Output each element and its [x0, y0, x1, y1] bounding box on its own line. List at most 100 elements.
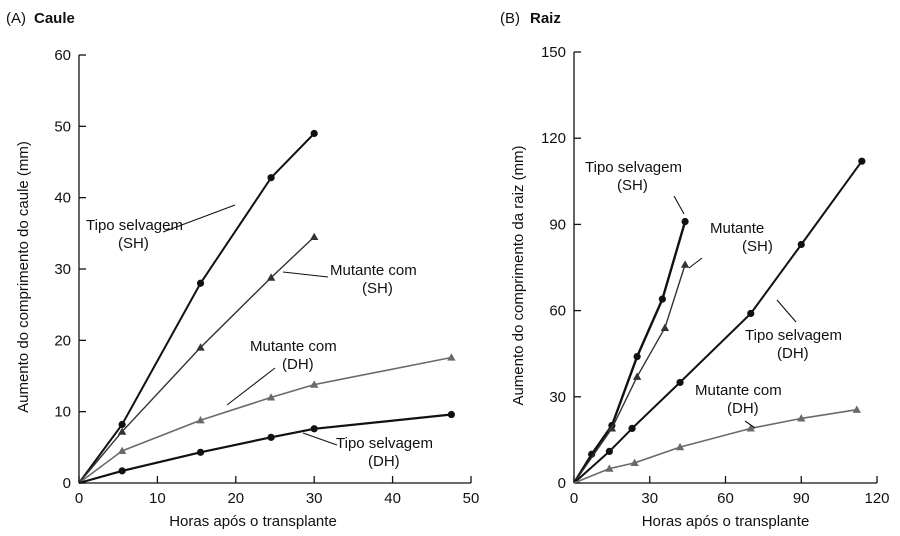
x-tick-label: 20: [227, 490, 244, 507]
series-label-line: (SH): [617, 177, 648, 194]
data-point: [267, 174, 275, 182]
series-label-line: Tipo selvagem: [585, 159, 682, 176]
panel-b-title: Raiz: [530, 10, 561, 27]
label-leader-line: [776, 299, 797, 323]
data-point: [658, 295, 666, 303]
y-tick-label: 20: [54, 332, 71, 349]
series-label-line: Tipo selvagem: [745, 327, 842, 344]
data-point: [310, 380, 319, 388]
panel-a-series: [78, 129, 456, 485]
data-point: [676, 378, 684, 387]
data-point: [680, 260, 690, 268]
data-point: [660, 323, 670, 331]
series-label-line: (DH): [727, 400, 759, 417]
data-point: [196, 343, 205, 351]
label-leader-line: [673, 195, 685, 215]
label-leader-line: [226, 367, 276, 406]
series-label-line: Mutante: [710, 220, 764, 237]
series-label-line: (DH): [368, 453, 400, 470]
label-leader-line: [282, 271, 329, 278]
label-leader-line: [302, 432, 338, 446]
series-label: Mutante com (DH): [695, 382, 782, 417]
panel-b-axes: 0 30 60 90 120 150 0 30 60 90 120: [541, 44, 890, 507]
series-line: [78, 132, 315, 484]
panel-a-x-axis-label: Horas após o transplante: [169, 513, 337, 530]
series-label: Tipo selvagem (SH): [585, 159, 682, 194]
series-label: Mutante (SH): [710, 220, 773, 255]
data-point: [267, 433, 275, 441]
series-label-line: (SH): [362, 280, 393, 297]
series-label-line: (DH): [282, 356, 314, 373]
x-tick-label: 120: [864, 490, 889, 507]
series-4: [573, 405, 861, 484]
data-point: [447, 410, 455, 419]
panel-b-y-axis-label: Aumento do comprimento da raiz (mm): [510, 145, 527, 405]
series-label: Mutante com (SH): [330, 262, 417, 297]
series-2: [78, 232, 319, 484]
series-line: [78, 356, 452, 484]
panel-b-raiz: (B) Raiz 0 30 60 90 120 150 0 30 60 90 120 Tipo se…: [500, 10, 890, 530]
data-point: [447, 353, 456, 361]
series-label-line: (DH): [777, 345, 809, 362]
y-tick-label: 60: [54, 47, 71, 64]
panel-a-y-axis-label: Aumento do comprimento do caule (mm): [15, 141, 32, 413]
label-leader-line: [162, 204, 236, 233]
x-tick-label: 90: [793, 490, 810, 507]
series-line: [78, 236, 315, 484]
series-line: [573, 160, 863, 484]
y-tick-label: 0: [558, 475, 566, 492]
series-label-line: Tipo selvagem: [86, 217, 183, 234]
series-label-line: Mutante com: [250, 338, 337, 355]
x-tick-label: 0: [570, 490, 578, 507]
x-tick-label: 50: [463, 490, 480, 507]
series-2: [573, 260, 690, 484]
data-point: [310, 129, 318, 138]
panel-b-series: [572, 157, 866, 484]
series-3: [78, 353, 456, 484]
y-tick-label: 150: [541, 44, 566, 61]
y-tick-label: 50: [54, 118, 71, 135]
data-point: [628, 424, 636, 433]
data-point: [633, 352, 641, 361]
data-point: [310, 232, 319, 241]
series-line: [572, 221, 687, 484]
panel-b-id: (B): [500, 10, 520, 27]
series-label-line: (SH): [118, 235, 149, 252]
series-label: Mutante com (DH): [250, 338, 337, 373]
data-point: [196, 448, 205, 456]
series-4: [78, 410, 455, 485]
data-point: [196, 416, 205, 424]
panel-a-caule: (A) Caule 0 10 20 30 40 50 60 0 10 20 30 40 50 Tipo …: [6, 10, 479, 530]
data-point: [747, 309, 755, 318]
panel-a-id: (A): [6, 10, 26, 27]
data-point: [852, 405, 861, 413]
data-point: [746, 424, 755, 432]
data-point: [196, 279, 205, 287]
y-tick-label: 120: [541, 130, 566, 147]
label-leader-line: [688, 257, 703, 269]
series-3: [573, 157, 866, 484]
series-label: Tipo selvagem (DH): [336, 435, 433, 470]
label-leader-line: [744, 420, 756, 429]
series-line: [78, 413, 452, 485]
data-point: [681, 217, 689, 226]
series-label-line: Mutante com: [695, 382, 782, 399]
x-tick-label: 10: [149, 490, 166, 507]
data-point: [117, 427, 127, 435]
series-1: [78, 129, 318, 484]
data-point: [858, 157, 866, 165]
y-tick-label: 0: [63, 475, 71, 492]
series-label: Tipo selvagem (SH): [86, 217, 183, 252]
data-point: [797, 240, 805, 249]
data-point: [266, 393, 276, 401]
x-tick-label: 30: [306, 490, 323, 507]
y-tick-label: 40: [54, 190, 71, 207]
series-label-line: (SH): [742, 238, 773, 255]
data-point: [605, 464, 614, 472]
series-label-line: Tipo selvagem: [336, 435, 433, 452]
data-point: [118, 467, 126, 475]
data-point: [607, 424, 617, 432]
data-point: [310, 425, 318, 433]
